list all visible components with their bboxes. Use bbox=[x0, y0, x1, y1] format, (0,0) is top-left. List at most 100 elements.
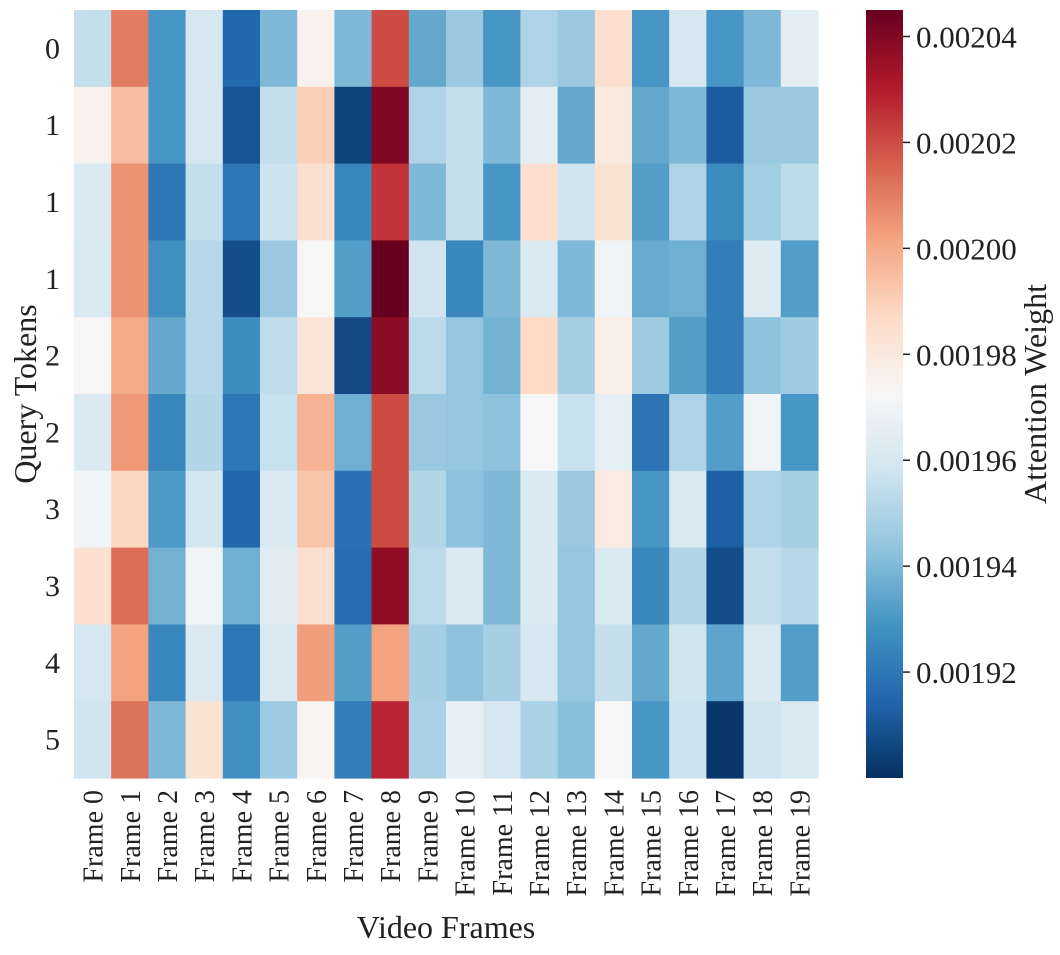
heatmap-cell bbox=[594, 10, 633, 88]
heatmap-cell bbox=[632, 470, 670, 549]
heatmap-cell bbox=[594, 394, 633, 472]
heatmap-cell bbox=[743, 547, 782, 625]
heatmap-cell bbox=[148, 624, 187, 702]
heatmap-cell bbox=[222, 317, 261, 395]
x-tick-label: Frame 5 bbox=[265, 790, 296, 883]
heatmap-cell bbox=[594, 317, 633, 395]
colorbar-ticks: 0.00192 0.00194 0.00196 0.00198 0.00200 0.002… bbox=[903, 19, 1017, 690]
heatmap-cell bbox=[446, 86, 484, 165]
heatmap-cell bbox=[557, 86, 596, 165]
heatmap-cell bbox=[446, 701, 484, 779]
heatmap-cell bbox=[408, 701, 447, 779]
y-tick-labels: 0 1 1 1 2 2 3 3 4 5 bbox=[45, 32, 60, 756]
colorbar-tick-label: 0.00198 bbox=[916, 337, 1017, 372]
heatmap-cell bbox=[260, 547, 298, 625]
heatmap-cell bbox=[297, 240, 335, 318]
heatmap-cell bbox=[520, 394, 559, 472]
x-tick-label: Frame 18 bbox=[748, 790, 779, 897]
heatmap-cell bbox=[334, 163, 373, 241]
heatmap-cell bbox=[743, 240, 782, 318]
heatmap-cell bbox=[334, 624, 373, 702]
heatmap-cell bbox=[260, 163, 298, 241]
heatmap-cell bbox=[334, 394, 373, 472]
heatmap-cell bbox=[222, 624, 261, 702]
heatmap-cell bbox=[148, 701, 187, 779]
heatmap-cell bbox=[334, 470, 373, 549]
heatmap-cell bbox=[483, 547, 521, 625]
y-tick-label: 2 bbox=[45, 340, 60, 373]
heatmap-cell bbox=[185, 86, 224, 165]
y-tick-label: 0 bbox=[45, 32, 60, 65]
heatmap-cell bbox=[260, 701, 298, 779]
heatmap-cell bbox=[780, 470, 819, 549]
heatmap-cell bbox=[185, 317, 224, 395]
heatmap-cell bbox=[222, 163, 261, 241]
heatmap-cell bbox=[297, 470, 335, 549]
heatmap-cell bbox=[669, 624, 707, 702]
heatmap-cell bbox=[743, 86, 782, 165]
heatmap-cell bbox=[334, 547, 373, 625]
heatmap-cell bbox=[780, 10, 819, 88]
heatmap-cell bbox=[483, 470, 521, 549]
heatmap-cell bbox=[520, 547, 559, 625]
heatmap-cell bbox=[483, 10, 521, 88]
y-tick-label: 3 bbox=[45, 570, 60, 603]
heatmap-cell bbox=[743, 701, 782, 779]
heatmap-cell bbox=[594, 163, 633, 241]
x-tick-label: Frame 13 bbox=[562, 790, 593, 897]
heatmap-cell bbox=[408, 240, 447, 318]
heatmap-cell bbox=[706, 547, 745, 625]
heatmap-cell bbox=[632, 701, 670, 779]
heatmap-cell bbox=[408, 470, 447, 549]
heatmap-cell bbox=[780, 624, 819, 702]
heatmap-cell bbox=[743, 317, 782, 395]
y-tick-label: 5 bbox=[45, 724, 60, 757]
heatmap-cell bbox=[632, 394, 670, 472]
heatmap-cell bbox=[669, 86, 707, 165]
heatmap-cell bbox=[706, 10, 745, 88]
heatmap-cell bbox=[371, 317, 410, 395]
heatmap-cell bbox=[594, 86, 633, 165]
x-tick-label: Frame 16 bbox=[674, 790, 705, 897]
heatmap-cell bbox=[222, 86, 261, 165]
heatmap-cell bbox=[222, 547, 261, 625]
heatmap-cell bbox=[520, 701, 559, 779]
heatmap-cell bbox=[743, 10, 782, 88]
heatmap-cell bbox=[148, 470, 187, 549]
y-tick-label: 2 bbox=[45, 416, 60, 449]
heatmap-cell bbox=[297, 10, 335, 88]
x-tick-label: Frame 14 bbox=[599, 790, 630, 897]
x-tick-label: Frame 11 bbox=[488, 790, 519, 896]
heatmap-cell bbox=[111, 547, 149, 625]
heatmap-cell bbox=[371, 240, 410, 318]
heatmap-cell bbox=[408, 86, 447, 165]
heatmap-cell bbox=[222, 394, 261, 472]
heatmap-cell bbox=[669, 317, 707, 395]
heatmap-cell bbox=[669, 701, 707, 779]
heatmap-cell bbox=[743, 624, 782, 702]
y-tick-label: 3 bbox=[45, 493, 60, 526]
heatmap-cells bbox=[74, 10, 819, 779]
heatmap-cell bbox=[557, 470, 596, 549]
heatmap-cell bbox=[557, 10, 596, 88]
heatmap-cell bbox=[408, 624, 447, 702]
heatmap-cell bbox=[111, 624, 149, 702]
heatmap-cell bbox=[297, 163, 335, 241]
x-tick-label: Frame 2 bbox=[153, 790, 184, 883]
colorbar-label: Attention Weight bbox=[1017, 284, 1053, 504]
heatmap-cell bbox=[669, 240, 707, 318]
heatmap-cell bbox=[74, 701, 112, 779]
heatmap-cell bbox=[74, 86, 112, 165]
heatmap-cell bbox=[260, 317, 298, 395]
heatmap-cell bbox=[446, 10, 484, 88]
x-tick-label: Frame 12 bbox=[525, 790, 556, 897]
heatmap-cell bbox=[446, 240, 484, 318]
colorbar-tick-label: 0.00194 bbox=[916, 549, 1017, 584]
heatmap-cell bbox=[334, 10, 373, 88]
heatmap-cell bbox=[74, 624, 112, 702]
heatmap-cell bbox=[185, 10, 224, 88]
x-axis-label: Video Frames bbox=[357, 909, 535, 945]
heatmap-cell bbox=[222, 10, 261, 88]
heatmap-cell bbox=[594, 624, 633, 702]
